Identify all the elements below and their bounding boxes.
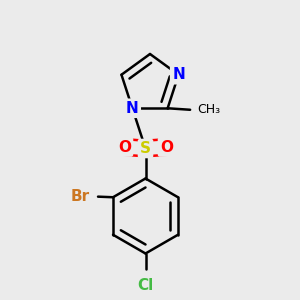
Text: CH₃: CH₃ (198, 103, 221, 116)
Text: Cl: Cl (137, 278, 154, 293)
Text: N: N (172, 67, 185, 82)
Text: Br: Br (71, 189, 90, 204)
Text: O: O (118, 140, 131, 154)
Text: N: N (126, 101, 139, 116)
Text: S: S (140, 141, 151, 156)
Text: O: O (160, 140, 173, 154)
